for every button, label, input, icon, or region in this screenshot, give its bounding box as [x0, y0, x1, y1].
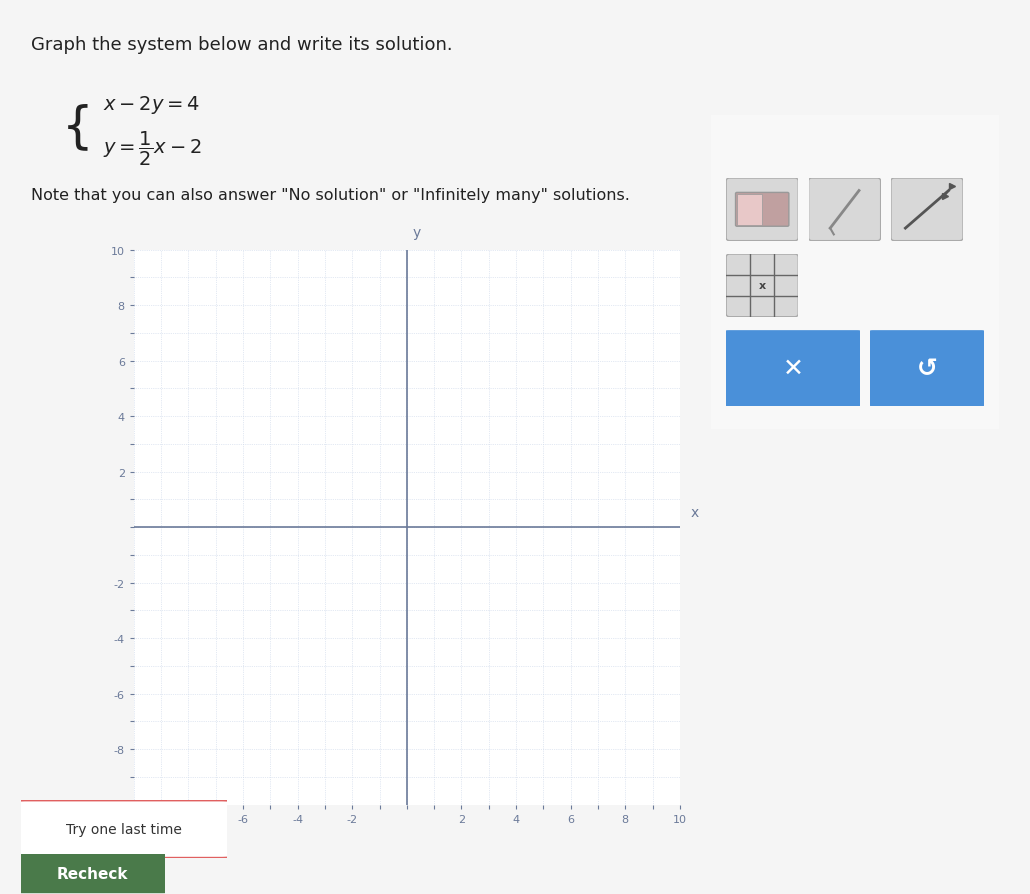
Text: Try one last time: Try one last time	[66, 822, 181, 836]
Text: x: x	[759, 281, 765, 291]
Text: x: x	[691, 505, 699, 519]
FancyBboxPatch shape	[702, 107, 1007, 438]
FancyBboxPatch shape	[891, 179, 963, 241]
Text: $y = \dfrac{1}{2}x - 2$: $y = \dfrac{1}{2}x - 2$	[103, 130, 202, 168]
FancyBboxPatch shape	[14, 800, 233, 858]
Text: y: y	[412, 225, 420, 240]
Text: $x - 2y = 4$: $x - 2y = 4$	[103, 94, 200, 116]
Text: Graph the system below and write its solution.: Graph the system below and write its sol…	[31, 36, 452, 54]
FancyBboxPatch shape	[809, 179, 881, 241]
FancyBboxPatch shape	[867, 331, 987, 407]
Bar	[736, 194, 762, 225]
Text: ↺: ↺	[917, 357, 937, 381]
FancyBboxPatch shape	[18, 854, 168, 893]
FancyBboxPatch shape	[726, 255, 798, 317]
FancyBboxPatch shape	[735, 193, 789, 227]
Text: ✕: ✕	[783, 357, 803, 381]
Text: Note that you can also answer "No solution" or "Infinitely many" solutions.: Note that you can also answer "No soluti…	[31, 188, 629, 203]
Text: {: {	[62, 103, 94, 151]
Text: Recheck: Recheck	[57, 866, 129, 881]
FancyBboxPatch shape	[726, 179, 798, 241]
FancyBboxPatch shape	[722, 331, 864, 407]
